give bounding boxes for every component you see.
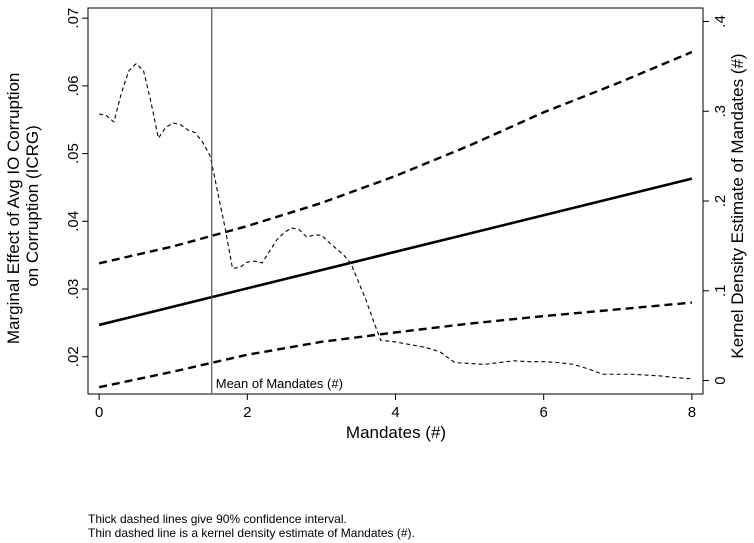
y-left-tick-label: .05 bbox=[65, 143, 82, 164]
x-axis-title: Mandates (#) bbox=[346, 423, 446, 442]
x-tick-label: 2 bbox=[243, 404, 251, 421]
y-right-tick-label: .2 bbox=[712, 195, 729, 208]
x-tick-label: 0 bbox=[95, 404, 103, 421]
y-axis-title-left-line2: on Corruption (ICRG) bbox=[23, 125, 42, 287]
note-line-2: Thin dashed line is a kernel density est… bbox=[88, 526, 415, 540]
plot-frame bbox=[87, 7, 704, 395]
note-line-1: Thick dashed lines give 90% confidence i… bbox=[88, 512, 347, 526]
y-left-tick-label: .04 bbox=[65, 211, 82, 232]
y-left-tick-label: .03 bbox=[65, 279, 82, 300]
y-right-tick-label: .3 bbox=[712, 105, 729, 118]
mean-label: Mean of Mandates (#) bbox=[216, 376, 343, 391]
x-tick-label: 4 bbox=[391, 404, 399, 421]
kernel-density-line bbox=[98, 63, 692, 380]
y-axis-right: 0 .1 .2 .3 .4 bbox=[703, 15, 729, 385]
y-axis-title-right: Kernel Density Estimate of Mandates (#) bbox=[728, 53, 747, 358]
ci-lower-line bbox=[98, 301, 692, 389]
x-tick-label: 8 bbox=[688, 404, 696, 421]
y-right-tick-label: 0 bbox=[712, 376, 729, 384]
y-left-tick-label: .07 bbox=[65, 8, 82, 29]
x-tick-label: 6 bbox=[540, 404, 548, 421]
marginal-effect-line bbox=[98, 177, 693, 327]
series-lines bbox=[98, 50, 693, 389]
y-axis-title-left-line1: Marginal Effect of Avg IO Corruption bbox=[4, 73, 23, 345]
y-left-tick-label: .02 bbox=[65, 346, 82, 367]
y-left-tick-label: .06 bbox=[65, 75, 82, 96]
y-axis-title-left: Marginal Effect of Avg IO Corruption on … bbox=[4, 68, 42, 344]
y-right-tick-label: .4 bbox=[712, 15, 729, 28]
y-right-tick-label: .1 bbox=[712, 285, 729, 298]
ci-upper-line bbox=[98, 50, 693, 265]
mean-marker: Mean of Mandates (#) bbox=[211, 8, 343, 394]
x-axis: 0 2 4 6 8 bbox=[95, 394, 696, 421]
y-axis-left: .02 .03 .04 .05 .06 .07 bbox=[65, 8, 88, 367]
